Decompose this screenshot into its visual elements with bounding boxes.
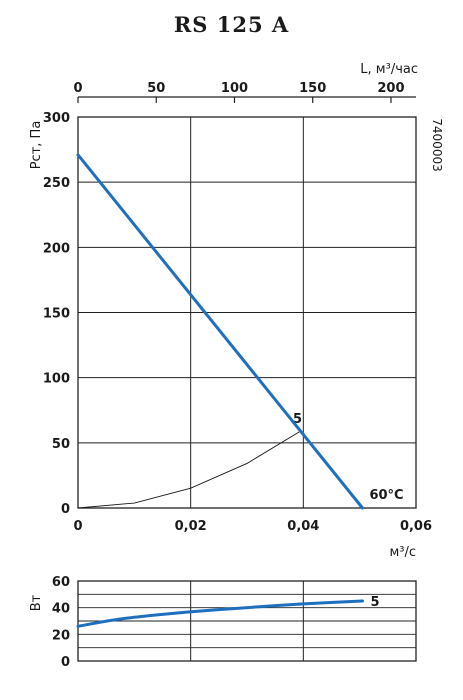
y-axis-label: Pст, Па <box>29 121 44 170</box>
system-curve-label: 5 <box>293 412 302 427</box>
x-tick-label: 0,06 <box>400 519 432 534</box>
x-tick-label: 0,04 <box>287 519 319 534</box>
power-curve <box>76 599 364 628</box>
x-tick-label: 0,02 <box>175 519 207 534</box>
fan-curve-label: 60°C <box>369 488 403 503</box>
y-tick-label: 50 <box>52 437 70 452</box>
top-axis-label: L, м³/час <box>360 62 418 77</box>
top-tick-label: 200 <box>377 81 404 96</box>
top-tick-label: 100 <box>221 81 248 96</box>
system-curve <box>77 430 301 509</box>
y-tick-label: 300 <box>43 111 70 126</box>
y-tick-label: 150 <box>43 307 70 322</box>
x-tick-label: 0 <box>73 519 82 534</box>
power-curve-label: 5 <box>370 595 379 610</box>
fan-curve <box>76 153 364 510</box>
plot-frame <box>77 116 417 509</box>
y-tick-label: 40 <box>52 602 70 617</box>
top-tick-label: 0 <box>73 81 82 96</box>
y-tick-label: 60 <box>52 575 70 590</box>
y-tick-label: 20 <box>52 628 70 643</box>
y-tick-label: 0 <box>61 655 70 670</box>
bottom-axis-label: м³/с <box>389 545 416 560</box>
y-tick-label: 100 <box>43 372 70 387</box>
power-chart: 0 20 40 60 Вт 5 <box>29 575 417 670</box>
y-tick-label: 0 <box>61 502 70 517</box>
chart-title: RS 125 A <box>173 12 290 37</box>
top-tick-label: 50 <box>147 81 165 96</box>
y-axis-label: Вт <box>29 594 44 611</box>
plot-frame <box>77 580 417 662</box>
side-code-label: 7400003 <box>430 118 444 171</box>
y-tick-label: 200 <box>43 241 70 256</box>
top-tick-label: 150 <box>299 81 326 96</box>
y-tick-label: 250 <box>43 176 70 191</box>
